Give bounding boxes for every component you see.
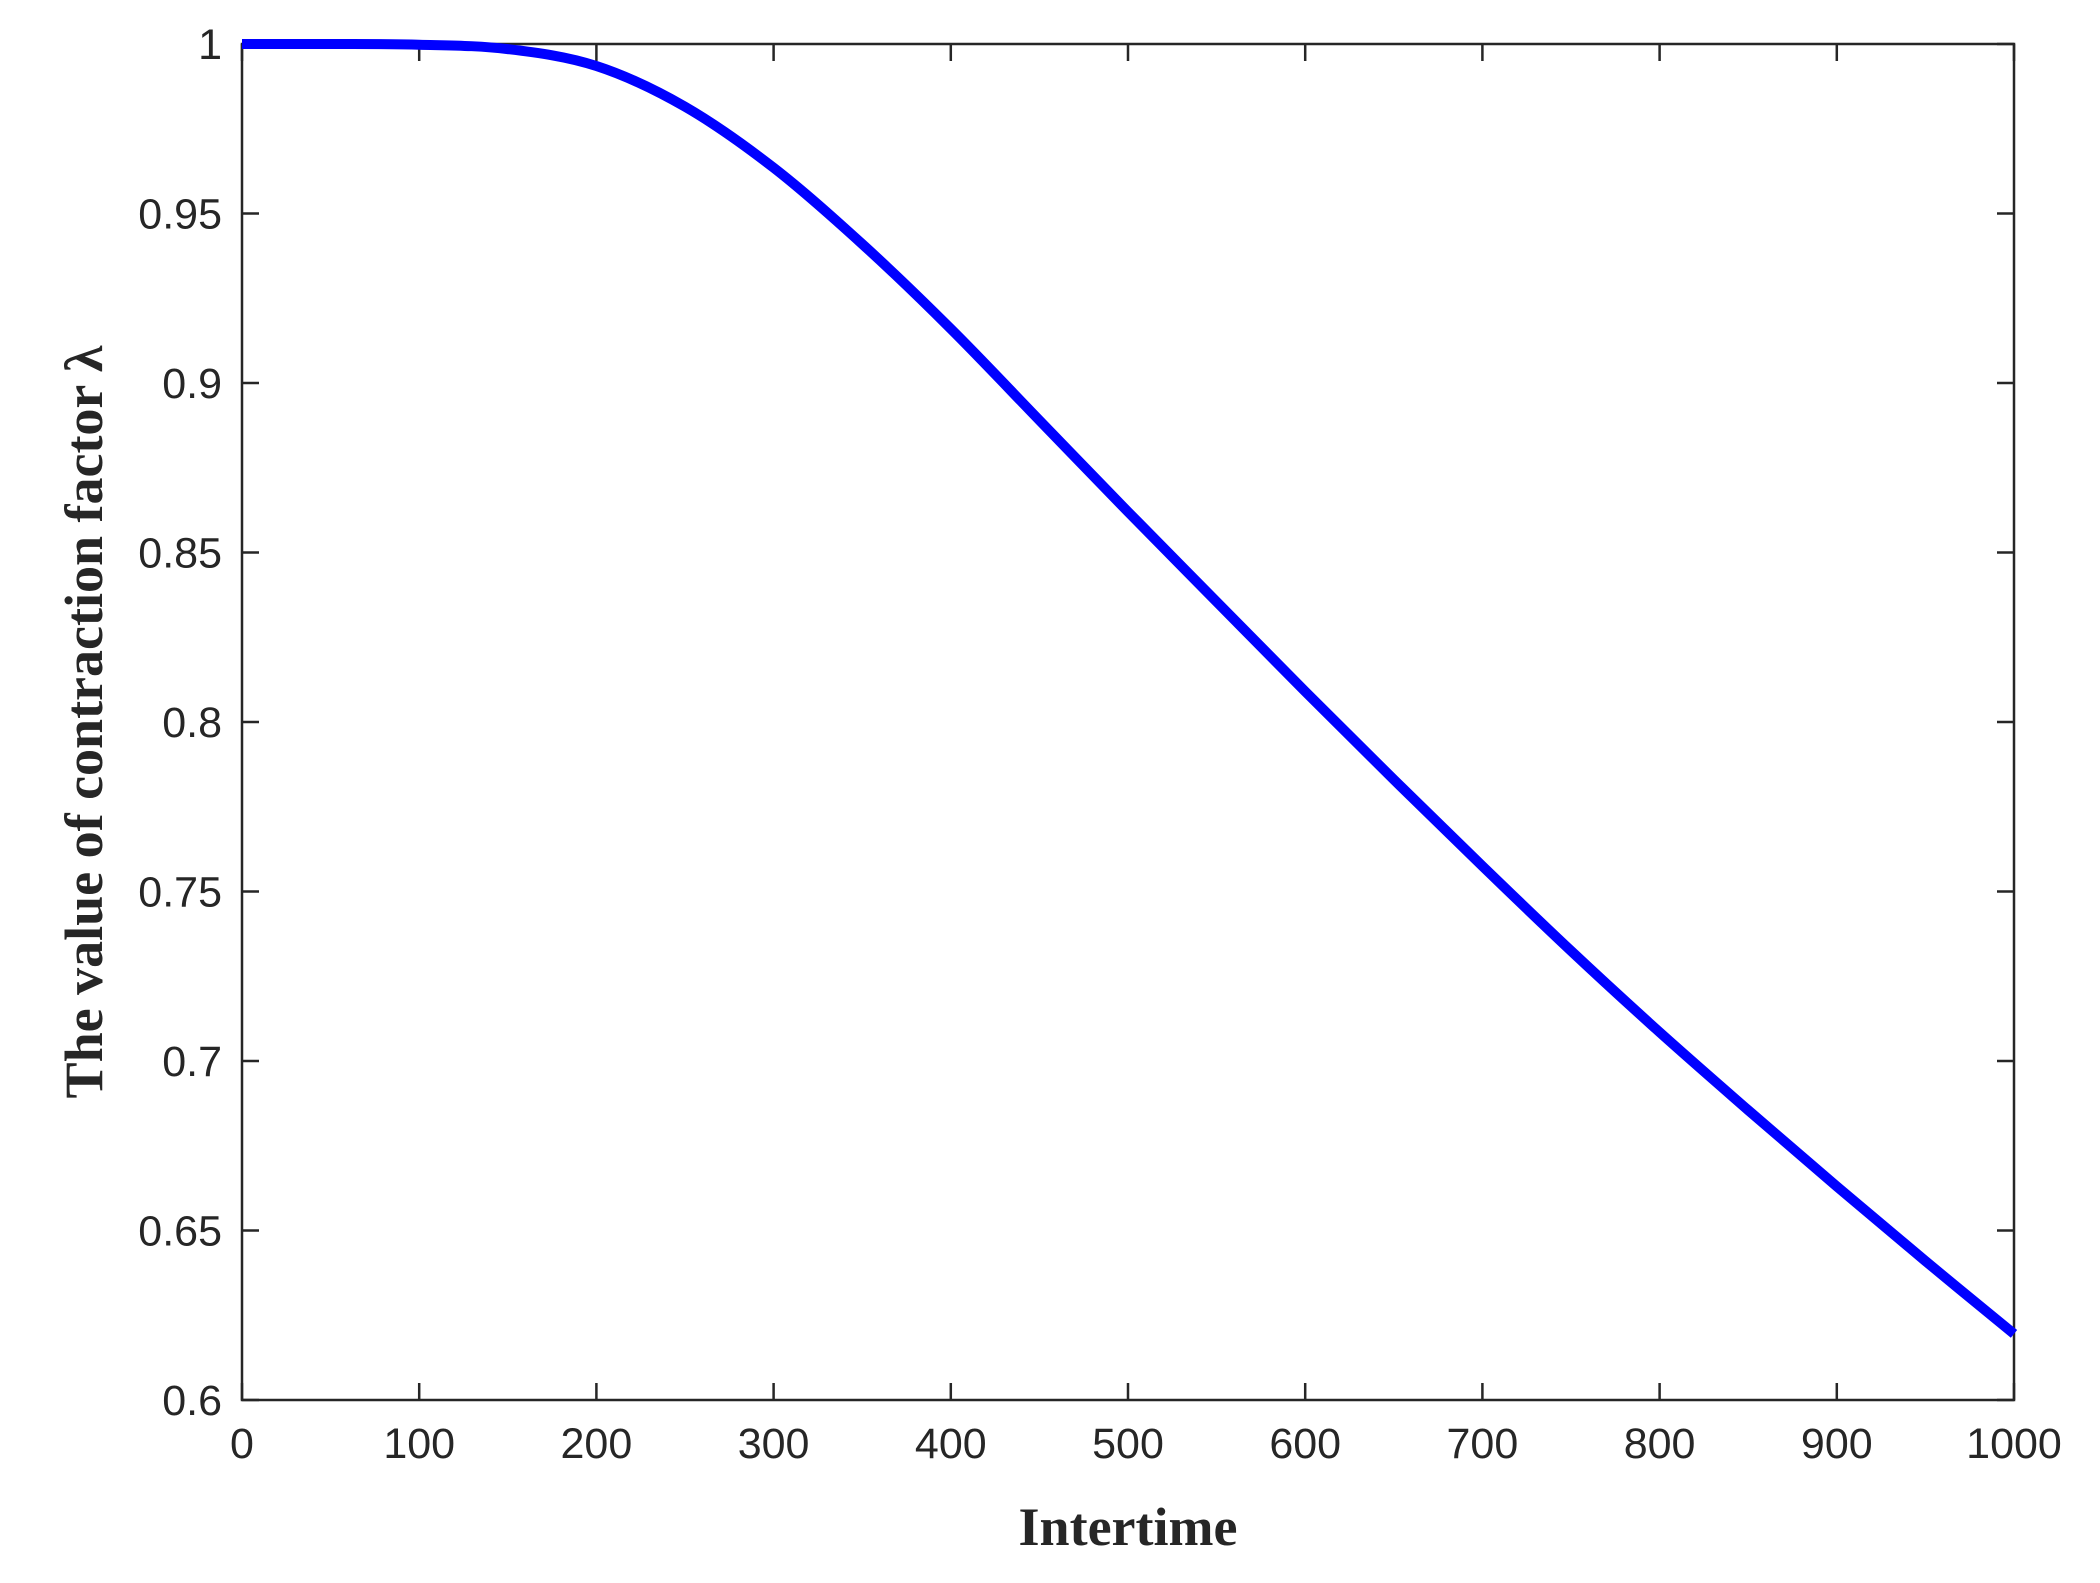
x-tick-label: 400 (915, 1420, 987, 1468)
series-line (241, 38, 2018, 1338)
y-tick-label: 0.85 (138, 530, 222, 578)
x-tick-label: 100 (383, 1420, 455, 1468)
x-tick-label: 900 (1801, 1420, 1873, 1468)
y-axis-title: The value of contraction factor λ (54, 345, 114, 1098)
plot-area (240, 42, 2016, 1402)
x-tick-label: 200 (561, 1420, 633, 1468)
axis-tick-labels: 0 100 200 300 400 500 600 700 800 900 1000 0.6 0.65 0… (138, 21, 2062, 1468)
x-tick-label: 300 (738, 1420, 810, 1468)
x-tick-label: 1000 (1966, 1420, 2062, 1468)
y-tick-label: 0.75 (138, 869, 222, 917)
x-tick-label: 800 (1624, 1420, 1696, 1468)
y-tick-label: 0.6 (162, 1377, 222, 1425)
x-tick-label: 700 (1447, 1420, 1519, 1468)
x-tick-label: 0 (230, 1420, 254, 1468)
x-tick-label: 500 (1092, 1420, 1164, 1468)
y-tick-label: 0.7 (162, 1038, 222, 1086)
y-tick-label: 1 (198, 21, 222, 69)
x-tick-label: 600 (1269, 1420, 1341, 1468)
y-tick-label: 0.9 (162, 360, 222, 408)
y-tick-label: 0.8 (162, 699, 222, 747)
y-tick-label: 0.65 (138, 1208, 222, 1256)
x-axis-title: Intertime (1019, 1497, 1238, 1557)
y-tick-label: 0.95 (138, 191, 222, 239)
